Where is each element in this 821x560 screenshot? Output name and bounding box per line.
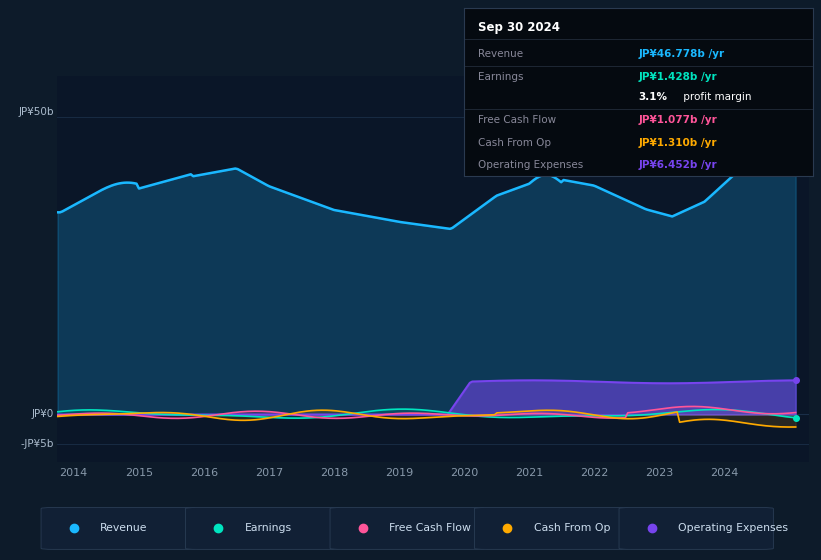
Text: JP¥1.428b /yr: JP¥1.428b /yr <box>639 72 717 82</box>
Text: JP¥6.452b /yr: JP¥6.452b /yr <box>639 161 717 170</box>
Text: profit margin: profit margin <box>680 92 752 102</box>
FancyBboxPatch shape <box>41 507 195 549</box>
Text: Cash From Op: Cash From Op <box>534 523 610 533</box>
Text: Sep 30 2024: Sep 30 2024 <box>478 21 560 34</box>
FancyBboxPatch shape <box>186 507 340 549</box>
Text: JP¥1.077b /yr: JP¥1.077b /yr <box>639 115 717 125</box>
Text: JP¥1.310b /yr: JP¥1.310b /yr <box>639 138 717 148</box>
Text: 3.1%: 3.1% <box>639 92 667 102</box>
Text: Free Cash Flow: Free Cash Flow <box>478 115 556 125</box>
FancyBboxPatch shape <box>330 507 484 549</box>
FancyBboxPatch shape <box>475 507 629 549</box>
Text: Earnings: Earnings <box>245 523 291 533</box>
FancyBboxPatch shape <box>619 507 773 549</box>
Text: Operating Expenses: Operating Expenses <box>478 161 583 170</box>
Text: JP¥0: JP¥0 <box>31 409 53 419</box>
Text: Cash From Op: Cash From Op <box>478 138 551 148</box>
Text: Revenue: Revenue <box>100 523 148 533</box>
Text: Operating Expenses: Operating Expenses <box>678 523 788 533</box>
Text: Earnings: Earnings <box>478 72 523 82</box>
Text: Free Cash Flow: Free Cash Flow <box>389 523 471 533</box>
Text: -JP¥5b: -JP¥5b <box>21 439 53 449</box>
Text: JP¥46.778b /yr: JP¥46.778b /yr <box>639 49 724 59</box>
Text: Revenue: Revenue <box>478 49 523 59</box>
Text: JP¥50b: JP¥50b <box>18 107 53 117</box>
